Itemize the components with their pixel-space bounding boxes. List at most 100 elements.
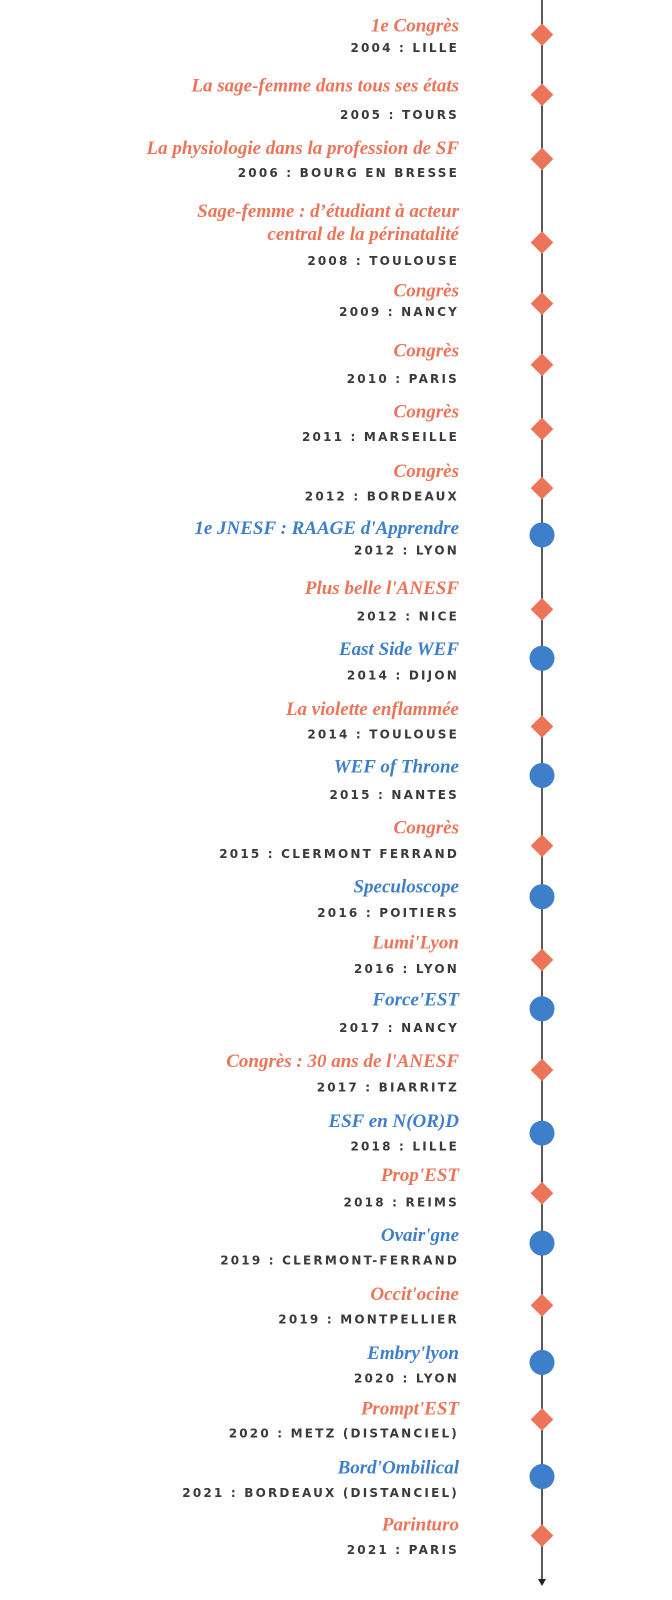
event-date-place: 2015 : NANTES bbox=[329, 788, 459, 802]
event-title: Congrès : 30 ans de l'ANESF bbox=[226, 1051, 459, 1072]
event-date-place: 2005 : TOURS bbox=[340, 108, 459, 122]
marker-circle bbox=[529, 1120, 555, 1146]
timeline-item: Congrès 2015 : CLERMONT FERRAND bbox=[219, 817, 554, 861]
event-date-place: 2004 : LILLE bbox=[350, 41, 459, 55]
timeline-item: La violette enflammée 2014 : TOULOUSE bbox=[285, 699, 554, 742]
event-title: Congrès bbox=[394, 461, 459, 482]
event-title: Prop'EST bbox=[380, 1165, 461, 1186]
event-date-place: 2012 : NICE bbox=[357, 609, 459, 623]
event-date-place: 2015 : CLERMONT FERRAND bbox=[219, 847, 459, 861]
event-date-place: 2019 : CLERMONT-FERRAND bbox=[220, 1254, 459, 1268]
event-title: Congrès bbox=[394, 280, 459, 301]
event-title: La physiologie dans la profession de SF bbox=[146, 138, 460, 159]
timeline-item: Parinturo 2021 : PARIS bbox=[347, 1514, 554, 1557]
event-date-place: 2011 : MARSEILLE bbox=[302, 430, 459, 444]
timeline-item: Embry'lyon 2020 : LYON bbox=[354, 1343, 555, 1386]
timeline-item: Plus belle l'ANESF 2012 : NICE bbox=[304, 578, 554, 623]
event-date-place: 2019 : MONTPELLIER bbox=[278, 1313, 459, 1327]
event-date-place: 2016 : POITIERS bbox=[317, 906, 459, 920]
event-date-place: 2021 : BORDEAUX (DISTANCIEL) bbox=[182, 1486, 459, 1500]
timeline-item: Prop'EST 2018 : REIMS bbox=[344, 1165, 554, 1209]
timeline-item: East Side WEF 2014 : DIJON bbox=[338, 639, 555, 683]
event-date-place: 2021 : PARIS bbox=[347, 1543, 459, 1557]
marker-circle bbox=[529, 645, 555, 671]
marker-diamond bbox=[530, 1294, 554, 1317]
timeline-item: Occit'ocine 2019 : MONTPELLIER bbox=[278, 1284, 554, 1327]
event-date-place: 2014 : DIJON bbox=[347, 669, 459, 683]
event-date-place: 2014 : TOULOUSE bbox=[307, 728, 459, 742]
event-title: 1e JNESF : RAAGE d'Apprendre bbox=[194, 518, 459, 539]
timeline-item: Congrès 2011 : MARSEILLE bbox=[302, 402, 554, 444]
timeline-item: Ovair'gne 2019 : CLERMONT-FERRAND bbox=[220, 1225, 555, 1268]
event-date-place: 2009 : NANCY bbox=[339, 305, 459, 319]
timeline-item: Force'EST 2017 : NANCY bbox=[339, 990, 555, 1035]
timeline-item: Sage-femme : d’étudiant à acteurcentral … bbox=[197, 201, 554, 268]
event-title: Embry'lyon bbox=[366, 1343, 459, 1364]
event-date-place: 2012 : BORDEAUX bbox=[305, 489, 459, 503]
timeline-item: Lumi'Lyon 2016 : LYON bbox=[354, 933, 554, 976]
event-title: Occit'ocine bbox=[370, 1284, 459, 1305]
event-title: East Side WEF bbox=[338, 639, 459, 660]
timeline-item: Congrès : 30 ans de l'ANESF 2017 : BIARRI… bbox=[226, 1051, 554, 1094]
event-title: Sage-femme : d’étudiant à acteur bbox=[197, 201, 459, 222]
event-title: Ovair'gne bbox=[381, 1225, 460, 1246]
marker-diamond bbox=[530, 353, 554, 377]
marker-diamond bbox=[530, 23, 554, 46]
event-title: central de la périnatalité bbox=[267, 224, 459, 245]
marker-diamond bbox=[530, 715, 554, 738]
event-title: Parinturo bbox=[381, 1514, 459, 1535]
marker-diamond bbox=[530, 231, 554, 254]
marker-circle bbox=[529, 522, 555, 548]
event-date-place: 2012 : LYON bbox=[354, 543, 459, 557]
timeline-item: Congrès 2012 : BORDEAUX bbox=[305, 461, 554, 503]
event-date-place: 2017 : NANCY bbox=[339, 1021, 459, 1035]
timeline-item: Bord'Ombilical 2021 : BORDEAUX (DISTANCIE… bbox=[182, 1457, 555, 1500]
timeline-item: La sage-femme dans tous ses états 2005 : … bbox=[190, 76, 554, 122]
marker-diamond bbox=[530, 1524, 554, 1547]
timeline-item: 1e Congrès 2004 : LILLE bbox=[350, 15, 554, 55]
marker-circle bbox=[529, 1349, 555, 1375]
marker-circle bbox=[529, 762, 555, 788]
marker-diamond bbox=[530, 147, 554, 171]
event-date-place: 2010 : PARIS bbox=[347, 372, 459, 386]
event-date-place: 2018 : LILLE bbox=[350, 1139, 459, 1153]
event-date-place: 2006 : BOURG EN BRESSE bbox=[238, 166, 459, 180]
event-title: Plus belle l'ANESF bbox=[304, 578, 459, 599]
event-title: Prompt'EST bbox=[360, 1398, 461, 1419]
marker-diamond bbox=[530, 948, 554, 972]
marker-diamond bbox=[530, 1408, 554, 1431]
event-title: 1e Congrès bbox=[371, 15, 459, 36]
timeline-item: 1e JNESF : RAAGE d'Apprendre 2012 : LYON bbox=[194, 518, 555, 557]
marker-diamond bbox=[530, 1058, 554, 1082]
marker-diamond bbox=[530, 598, 554, 621]
event-title: WEF of Throne bbox=[334, 756, 460, 777]
event-title: Congrès bbox=[394, 817, 459, 838]
event-date-place: 2020 : METZ (DISTANCIEL) bbox=[229, 1427, 459, 1441]
event-title: Congrès bbox=[394, 402, 459, 423]
timeline-item: ESF en N(OR)D 2018 : LILLE bbox=[327, 1111, 555, 1153]
event-title: Congrès bbox=[394, 341, 459, 362]
timeline-item: La physiologie dans la profession de SF 2… bbox=[146, 138, 554, 180]
marker-circle bbox=[529, 884, 555, 910]
marker-diamond bbox=[530, 83, 554, 107]
event-title: La sage-femme dans tous ses états bbox=[190, 76, 459, 97]
timeline-item: Speculoscope 2016 : POITIERS bbox=[317, 877, 555, 920]
event-date-place: 2017 : BIARRITZ bbox=[317, 1080, 459, 1094]
marker-diamond bbox=[530, 1181, 554, 1205]
event-date-place: 2016 : LYON bbox=[354, 962, 459, 976]
event-title: ESF en N(OR)D bbox=[327, 1111, 459, 1132]
marker-diamond bbox=[530, 476, 554, 500]
timeline-item: WEF of Throne 2015 : NANTES bbox=[329, 756, 555, 802]
marker-circle bbox=[529, 1464, 555, 1490]
marker-circle bbox=[529, 1230, 555, 1256]
timeline-item: Prompt'EST 2020 : METZ (DISTANCIEL) bbox=[229, 1398, 554, 1441]
event-title: Force'EST bbox=[371, 990, 460, 1011]
event-title: La violette enflammée bbox=[285, 699, 460, 720]
timeline-item: Congrès 2010 : PARIS bbox=[347, 341, 554, 386]
event-title: Bord'Ombilical bbox=[337, 1457, 460, 1478]
event-title: Lumi'Lyon bbox=[371, 933, 459, 954]
axis-arrow bbox=[538, 1579, 546, 1586]
event-date-place: 2020 : LYON bbox=[354, 1372, 459, 1386]
marker-diamond bbox=[530, 417, 554, 441]
